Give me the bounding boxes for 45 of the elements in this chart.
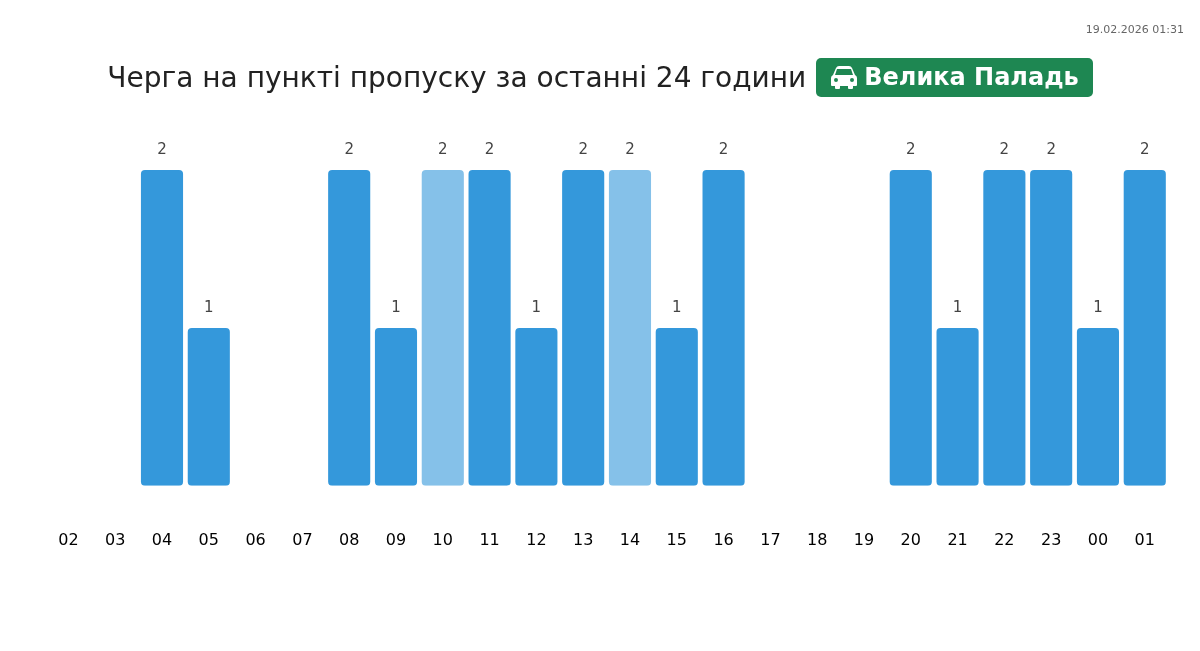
x-tick-label: 23 bbox=[1040, 529, 1062, 549]
data-label: 2 bbox=[999, 140, 1010, 159]
data-label: 2 bbox=[1046, 140, 1056, 159]
x-tick-label: 22 bbox=[994, 529, 1015, 549]
data-label: 2 bbox=[344, 140, 354, 159]
data-label: 2 bbox=[438, 140, 448, 159]
x-tick-label: 09 bbox=[385, 529, 407, 549]
data-label: 1 bbox=[204, 298, 214, 317]
x-tick-label: 05 bbox=[198, 529, 219, 549]
x-tick-label: 10 bbox=[432, 529, 453, 549]
data-label: 1 bbox=[952, 298, 963, 317]
chart-title: Черга на пункті пропуску за останні 24 години bbox=[107, 61, 807, 94]
x-tick-label: 08 bbox=[339, 529, 360, 549]
chart-subtitle: Велика Паладь bbox=[864, 63, 1079, 91]
x-tick-label: 14 bbox=[619, 529, 641, 549]
x-tick-label: 13 bbox=[573, 529, 594, 549]
x-tick-label: 19 bbox=[853, 529, 875, 549]
x-tick-label: 04 bbox=[151, 529, 173, 549]
x-tick-label: 16 bbox=[713, 529, 734, 549]
data-label: 2 bbox=[484, 140, 495, 159]
x-tick-label: 12 bbox=[526, 529, 547, 549]
x-tick-label: 00 bbox=[1087, 529, 1109, 549]
data-label: 2 bbox=[625, 140, 635, 159]
data-label: 2 bbox=[578, 140, 588, 159]
x-tick-label: 20 bbox=[900, 529, 921, 549]
x-tick-label: 01 bbox=[1134, 529, 1155, 549]
x-tick-label: 11 bbox=[479, 529, 500, 549]
data-label: 2 bbox=[718, 140, 729, 159]
text: 19.02.2026 01:31 bbox=[1085, 23, 1184, 36]
data-label: 2 bbox=[905, 140, 916, 159]
x-tick-label: 15 bbox=[666, 529, 687, 549]
data-label: 1 bbox=[531, 298, 542, 317]
x-tick-label: 03 bbox=[105, 529, 126, 549]
x-tick-label: 02 bbox=[58, 529, 79, 549]
x-tick-label: 17 bbox=[760, 529, 781, 549]
data-label: 1 bbox=[672, 298, 682, 317]
x-tick-label: 18 bbox=[806, 529, 828, 549]
data-label: 2 bbox=[1139, 140, 1150, 159]
x-tick-label: 21 bbox=[947, 529, 968, 549]
x-tick-label: 06 bbox=[245, 529, 266, 549]
x-tick-label: 07 bbox=[292, 529, 313, 549]
data-label: 2 bbox=[157, 140, 167, 159]
badge: Велика Паладь bbox=[816, 58, 1093, 97]
data-label: 1 bbox=[1093, 298, 1103, 317]
data-label: 1 bbox=[391, 298, 401, 317]
